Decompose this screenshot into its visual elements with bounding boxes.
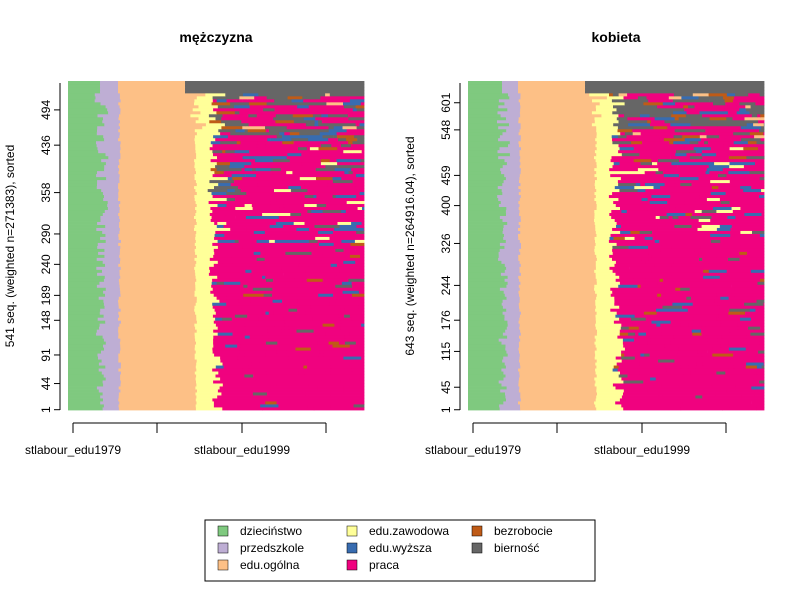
- y-axis-label-female: 643 seq. (weighted n=264916.04), sorted: [403, 136, 417, 355]
- y-tick-label: 176: [439, 310, 453, 330]
- y-tick-label: 548: [439, 120, 453, 140]
- panel-title-male: mężczyzna: [179, 29, 252, 45]
- legend-box: [204, 519, 596, 582]
- y-tick-label: 240: [39, 254, 53, 274]
- legend-label: edu.zawodowa: [369, 524, 449, 538]
- legend-swatch: [217, 525, 229, 537]
- y-tick-label: 601: [439, 92, 453, 112]
- legend-items: dzieciństwo przedszkole edu.ogólna edu.zawo…: [217, 524, 553, 572]
- panel-male: mężczyzna 541 seq. (weighted n=271383), …: [3, 29, 365, 457]
- y-tick-label: 326: [439, 233, 453, 253]
- y-tick-label: 1: [439, 406, 453, 413]
- y-tick-label: 44: [39, 377, 53, 391]
- panel-female: kobieta 643 seq. (weighted n=264916.04),…: [403, 29, 765, 457]
- x-tick-label-male-1999: stlabour_edu1999: [194, 443, 290, 457]
- panel-title-female: kobieta: [591, 29, 640, 45]
- legend-swatch: [346, 542, 358, 554]
- legend-swatch: [217, 559, 229, 571]
- legend-label: praca: [369, 558, 399, 572]
- legend: dzieciństwo przedszkole edu.ogólna edu.zawo…: [204, 519, 596, 582]
- plot-area-female: [468, 81, 765, 411]
- legend-swatch: [471, 525, 483, 537]
- legend-label: dzieciństwo: [240, 524, 302, 538]
- legend-label: edu.wyższa: [369, 541, 432, 555]
- y-tick-label: 459: [439, 165, 453, 185]
- legend-label: edu.ogólna: [240, 558, 300, 572]
- y-tick-label: 189: [39, 285, 53, 305]
- legend-label: bierność: [494, 541, 539, 555]
- y-axis-male: 1 44 91 148 189 240 290 358 436 494: [39, 83, 61, 413]
- x-tick-label-female-1979: stlabour_edu1979: [425, 443, 521, 457]
- x-axis-female: stlabour_edu1979 stlabour_edu1999: [425, 422, 727, 457]
- y-axis-female: 1 45 115 176 244 326 400 459 548 601: [439, 83, 461, 413]
- y-tick-label: 358: [39, 182, 53, 202]
- y-tick-label: 244: [439, 275, 453, 295]
- y-axis-label-male: 541 seq. (weighted n=271383), sorted: [3, 145, 17, 347]
- y-tick-label: 115: [439, 342, 453, 361]
- legend-swatch: [471, 542, 483, 554]
- x-axis-male: stlabour_edu1979 stlabour_edu1999: [25, 422, 327, 457]
- y-tick-label: 1: [39, 406, 53, 413]
- y-tick-label: 45: [439, 380, 453, 394]
- y-tick-label: 290: [39, 224, 53, 244]
- x-tick-label-male-1979: stlabour_edu1979: [25, 443, 121, 457]
- plot-area-male: [68, 81, 365, 411]
- y-tick-label: 91: [39, 348, 53, 362]
- legend-swatch: [346, 525, 358, 537]
- y-tick-label: 494: [39, 100, 53, 120]
- legend-label: bezrobocie: [494, 524, 553, 538]
- legend-swatch: [346, 559, 358, 571]
- legend-swatch: [217, 542, 229, 554]
- y-tick-label: 436: [39, 135, 53, 155]
- y-tick-label: 400: [439, 195, 453, 215]
- legend-label: przedszkole: [240, 541, 304, 555]
- y-tick-label: 148: [39, 310, 53, 330]
- x-tick-label-female-1999: stlabour_edu1999: [594, 443, 690, 457]
